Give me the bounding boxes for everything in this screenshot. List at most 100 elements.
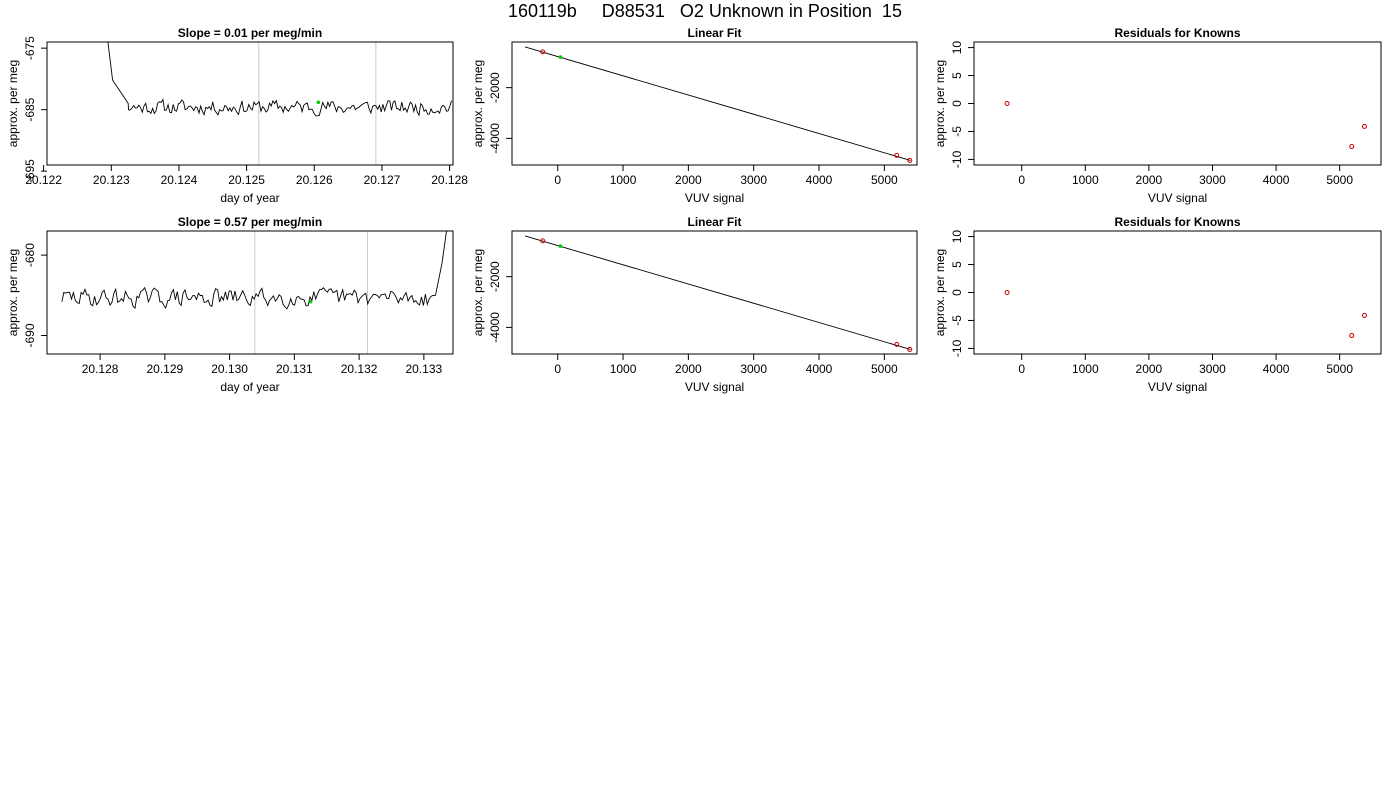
y-axis-label: approx. per meg: [933, 60, 947, 147]
panel-title: Linear Fit: [687, 215, 741, 229]
plot-frame: [511, 41, 918, 166]
y-tick-label: -4000: [488, 312, 502, 343]
y-tick-label: 5: [950, 72, 964, 79]
y-tick-label: -680: [23, 243, 37, 267]
panel-residuals-1: Residuals for Knowns 0 1000 2000 3000 4000 500…: [933, 26, 1382, 205]
known-point: [894, 341, 900, 347]
x-tick-label: 0: [554, 362, 561, 376]
x-tick-label: 20.128: [82, 362, 119, 376]
y-tick-label: 10: [950, 41, 964, 55]
plot-frame: [511, 230, 918, 355]
x-tick-label: 20.130: [211, 362, 248, 376]
highlight-point: [308, 299, 313, 304]
panel-title: Slope = 0.57 per meg/min: [178, 215, 322, 229]
x-axis-label: VUV signal: [1148, 380, 1207, 394]
x-axis-label: VUV signal: [685, 191, 744, 205]
residual-point: [1349, 144, 1355, 150]
y-tick-label: -4000: [488, 123, 502, 154]
x-tick-label: 20.129: [146, 362, 183, 376]
x-tick-label: 5000: [871, 173, 898, 187]
known-point: [894, 152, 900, 158]
panel-title: Slope = 0.01 per meg/min: [178, 26, 322, 40]
y-tick-label: -2000: [488, 72, 502, 103]
x-tick-label: 4000: [806, 362, 833, 376]
x-tick-label: 1000: [1072, 173, 1099, 187]
y-axis-label: approx. per meg: [6, 60, 20, 147]
residual-point: [1004, 101, 1010, 106]
x-tick-label: 2000: [1136, 173, 1163, 187]
known-point: [540, 49, 546, 55]
x-tick-label: 0: [554, 173, 561, 187]
known-point: [907, 346, 913, 352]
plot-frame: [46, 41, 454, 166]
y-tick-label: 0: [950, 289, 964, 296]
x-tick-label: 20.124: [161, 173, 198, 187]
fit-line: [524, 46, 911, 161]
highlight-point: [316, 100, 321, 105]
unknown-point: [558, 244, 563, 248]
y-tick-label: 5: [950, 261, 964, 268]
unknown-point: [558, 55, 563, 59]
plot-area: [61, 231, 447, 310]
x-tick-label: 20.125: [228, 173, 265, 187]
plot-area: [1004, 290, 1367, 339]
fit-line: [524, 235, 911, 350]
x-tick-label: 1000: [1072, 362, 1099, 376]
x-tick-label: 5000: [1326, 362, 1353, 376]
panel-timeseries-2: Slope = 0.57 per meg/min 20.128 20.129 20.1…: [6, 215, 454, 394]
known-point: [540, 238, 546, 244]
x-tick-label: 20.132: [341, 362, 378, 376]
known-point: [907, 157, 913, 163]
y-tick-label: -2000: [488, 261, 502, 292]
plot-area: [107, 42, 453, 117]
x-tick-label: 0: [1018, 362, 1025, 376]
plot-frame: [973, 230, 1382, 355]
x-tick-label: 3000: [1199, 173, 1226, 187]
x-tick-label: 2000: [1136, 362, 1163, 376]
plot-area: [1004, 101, 1367, 150]
x-tick-label: 20.122: [25, 173, 62, 187]
series-line: [107, 42, 453, 117]
y-tick-label: 0: [950, 100, 964, 107]
x-axis-label: day of year: [220, 380, 279, 394]
residual-point: [1004, 290, 1010, 295]
panel-title: Linear Fit: [687, 26, 741, 40]
x-tick-label: 20.128: [431, 173, 468, 187]
x-tick-label: 4000: [1263, 362, 1290, 376]
x-tick-label: 3000: [1199, 362, 1226, 376]
x-tick-label: 2000: [675, 173, 702, 187]
y-tick-label: -690: [23, 323, 37, 347]
panel-title: Residuals for Knowns: [1114, 215, 1240, 229]
x-tick-label: 20.126: [296, 173, 333, 187]
residual-point: [1361, 123, 1367, 129]
panel-residuals-2: Residuals for Knowns 0 1000 2000 3000 4000 500…: [933, 215, 1382, 394]
panel-timeseries-1: Slope = 0.01 per meg/min 20.122 20.123 20.1…: [6, 26, 468, 205]
y-axis-label: approx. per meg: [6, 249, 20, 336]
y-tick-label: -685: [23, 97, 37, 121]
y-axis-label: approx. per meg: [471, 249, 485, 336]
y-tick-label: -695: [23, 159, 37, 183]
y-tick-label: -10: [950, 150, 964, 168]
panel-title: Residuals for Knowns: [1114, 26, 1240, 40]
y-axis-label: approx. per meg: [471, 60, 485, 147]
x-tick-label: 20.123: [93, 173, 130, 187]
plot-frame: [973, 41, 1382, 166]
x-tick-label: 3000: [740, 362, 767, 376]
panel-linear-fit-2: Linear Fit 0 1000 2000 3000 4000 5000 -4000 -200…: [471, 215, 918, 394]
y-tick-label: -5: [950, 126, 964, 137]
residual-point: [1349, 333, 1355, 339]
y-tick-label: -5: [950, 315, 964, 326]
plot-area: [524, 235, 913, 352]
x-tick-label: 3000: [740, 173, 767, 187]
x-tick-label: 20.133: [406, 362, 443, 376]
x-axis-label: VUV signal: [685, 380, 744, 394]
x-tick-label: 5000: [871, 362, 898, 376]
x-tick-label: 2000: [675, 362, 702, 376]
x-tick-label: 20.127: [364, 173, 401, 187]
plot-area: [524, 46, 913, 163]
x-tick-label: 1000: [610, 173, 637, 187]
page-title: 160119b D88531 O2 Unknown in Position 15: [508, 1, 902, 21]
y-tick-label: 10: [950, 230, 964, 244]
plot-frame: [46, 230, 454, 355]
